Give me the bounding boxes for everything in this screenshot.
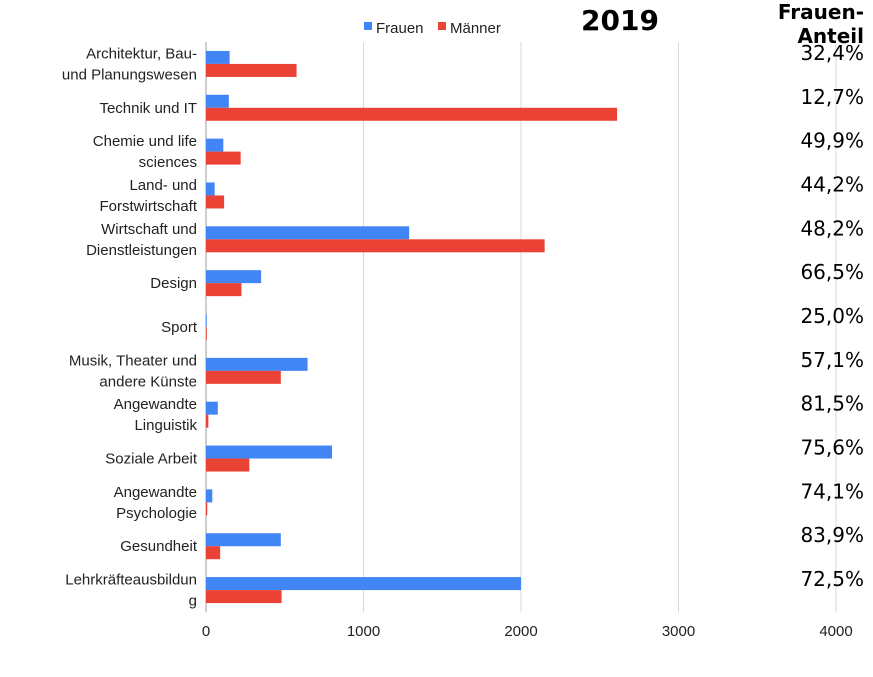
frauen-anteil-value: 83,9% — [800, 523, 864, 547]
category-label: Sport — [161, 319, 198, 336]
bar-männer-3 — [206, 195, 225, 209]
bar-frauen-6 — [206, 314, 207, 327]
frauen-anteil-value: 32,4% — [800, 41, 864, 65]
bar-männer-1 — [206, 107, 618, 121]
bar-männer-9 — [206, 458, 250, 472]
bar-frauen-8 — [206, 401, 218, 415]
bar-männer-8 — [206, 414, 209, 428]
category-label: Design — [150, 275, 197, 292]
category-label: Angewandte Linguistik — [114, 396, 198, 434]
bar-frauen-12 — [206, 577, 521, 591]
frauen-anteil-value: 81,5% — [800, 392, 864, 416]
frauen-anteil-value: 44,2% — [800, 172, 864, 196]
legend-label-frauen: Frauen — [376, 20, 424, 37]
bar-männer-12 — [206, 590, 282, 604]
bar-frauen-11 — [206, 533, 281, 547]
category-labels: Architektur, Bau-und Planungswesen Techni… — [62, 45, 198, 609]
bar-männer-7 — [206, 370, 281, 384]
x-tick-label: 1000 — [347, 623, 380, 640]
x-tick-label: 2000 — [504, 623, 537, 640]
bar-männer-11 — [206, 546, 221, 560]
frauen-anteil-value: 12,7% — [800, 85, 864, 109]
bar-frauen-9 — [206, 445, 332, 459]
frauen-anteil-column: 32,4% 12,7% 49,9% 44,2% 48,2% 66,5% 25,0% 57,1%… — [778, 0, 864, 591]
bar-männer-5 — [206, 283, 242, 297]
frauen-anteil-header: Frauen- — [778, 0, 864, 24]
frauen-anteil-value: 48,2% — [800, 216, 864, 240]
frauen-anteil-value: 74,1% — [800, 479, 864, 503]
chart-title: 2019 — [581, 4, 659, 37]
x-tick-label: 3000 — [662, 623, 695, 640]
bar-frauen-10 — [206, 489, 213, 503]
bar-männer-10 — [206, 502, 208, 516]
category-label: Gesundheit — [120, 538, 198, 555]
bar-frauen-3 — [206, 182, 215, 196]
bar-männer-2 — [206, 151, 241, 165]
x-tick-label: 0 — [202, 623, 210, 640]
category-label: Wirtschaft und Dienstleistungen — [86, 221, 197, 259]
bar-frauen-5 — [206, 270, 262, 284]
x-tick-label: 4000 — [819, 623, 852, 640]
category-label: Chemie und life sciences — [93, 133, 197, 171]
x-axis-ticks: 0 1000 2000 3000 4000 — [202, 623, 853, 640]
bar-männer-4 — [206, 239, 545, 253]
bar-frauen-4 — [206, 226, 410, 240]
frauen-anteil-header: Anteil — [797, 24, 864, 48]
legend-swatch-frauen — [364, 22, 372, 30]
frauen-anteil-value: 25,0% — [800, 304, 864, 328]
legend-label-männer: Männer — [450, 20, 501, 37]
category-label: Musik, Theater und andere Künste — [69, 352, 197, 390]
bar-männer-6 — [206, 327, 207, 340]
frauen-anteil-value: 72,5% — [800, 567, 864, 591]
category-label: Soziale Arbeit — [105, 451, 198, 468]
bar-frauen-0 — [206, 50, 230, 64]
bar-männer-0 — [206, 63, 297, 77]
bar-frauen-1 — [206, 94, 229, 108]
category-label: Lehrkräfteausbildun g — [65, 572, 197, 610]
category-label: Angewandte Psychologie — [114, 484, 197, 522]
gridlines — [205, 42, 837, 612]
category-label: Technik und IT — [99, 100, 197, 117]
legend-swatch-männer — [438, 22, 446, 30]
frauen-anteil-value: 49,9% — [800, 129, 864, 153]
bars — [206, 50, 618, 604]
frauen-anteil-value: 57,1% — [800, 348, 864, 372]
bar-frauen-7 — [206, 357, 308, 371]
category-label: Land- und Forstwirtschaft — [99, 177, 197, 215]
legend: Frauen Männer — [364, 20, 501, 37]
category-label: Architektur, Bau-und Planungswesen — [62, 45, 197, 83]
frauen-anteil-value: 75,6% — [800, 436, 864, 460]
bar-frauen-2 — [206, 138, 224, 152]
frauen-anteil-value: 66,5% — [800, 260, 864, 284]
